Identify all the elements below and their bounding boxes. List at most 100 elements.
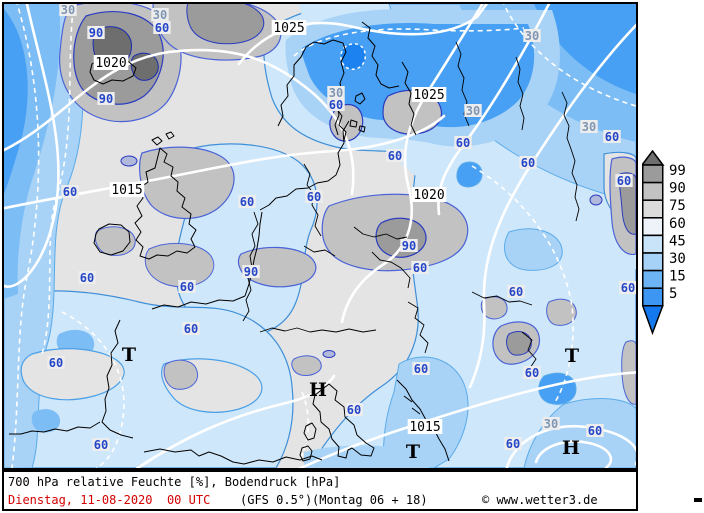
humidity-contour-label: 60 xyxy=(155,21,169,35)
legend-value: 90 xyxy=(669,181,686,197)
humidity-colorbar-legend: 99 90 75 60 45 30 15 5 xyxy=(642,150,704,340)
map-title: 700 hPa relative Feuchte [%], Bodendruck… xyxy=(8,475,341,489)
humidity-label-box xyxy=(400,239,418,252)
humidity-contour-label: 30 xyxy=(153,8,167,22)
humidity-label-box xyxy=(507,285,525,298)
legend-arrow-bottom xyxy=(642,305,664,336)
legend-value: 30 xyxy=(669,251,686,267)
humidity-contour-label: 60 xyxy=(521,156,535,170)
humidity-contour-label: 60 xyxy=(525,366,539,380)
humidity-contour-label: 60 xyxy=(240,195,254,209)
pressure-label: 1025 xyxy=(413,88,444,103)
humidity-label-box xyxy=(615,174,633,187)
pressure-center-marker: H xyxy=(562,437,580,459)
pressure-label-box xyxy=(109,182,145,197)
humidity-contour-label: 30 xyxy=(544,417,558,431)
pressure-label-box xyxy=(93,55,129,70)
humidity-contour-label: 30 xyxy=(61,4,75,17)
humidity-label-box xyxy=(345,403,363,416)
humidity-contour-label: 30 xyxy=(329,86,343,100)
humidity-contour-label: 90 xyxy=(89,26,103,40)
humidity-label-box xyxy=(78,271,96,284)
map-datetime: Dienstag, 11-08-2020 00 UTC xyxy=(8,493,211,507)
humidity-contour-label: 60 xyxy=(49,356,63,370)
humidity-label-box xyxy=(87,26,105,39)
humidity-label-box xyxy=(412,362,430,375)
legend-value: 5 xyxy=(669,286,677,302)
humidity-contour-label: 90 xyxy=(244,265,258,279)
pressure-label-box xyxy=(411,187,447,202)
pressure-label: 1020 xyxy=(413,188,444,203)
humidity-contour-label: 60 xyxy=(605,130,619,144)
pressure-label: 1020 xyxy=(95,56,126,71)
pressure-label-box xyxy=(407,419,443,434)
humidity-contour-label: 60 xyxy=(621,281,635,295)
humidity-label-box xyxy=(47,356,65,369)
humidity-contour-label: 60 xyxy=(329,98,343,112)
pressure-label: 1015 xyxy=(409,420,440,435)
humidity-contour-label: 90 xyxy=(99,92,113,106)
humidity-label-box xyxy=(580,120,598,133)
humidity-contour-label: 60 xyxy=(617,174,631,188)
legend-color-box xyxy=(642,287,664,307)
legend-value: 15 xyxy=(669,269,686,285)
humidity-contour-label: 60 xyxy=(413,261,427,275)
map-area: 1020 1025 1025 1015 1020 1015 30 90 90 30 60 60 60 60… xyxy=(2,2,638,470)
model-label: (GFS 0.5°) xyxy=(240,493,313,507)
humidity-label-box xyxy=(411,261,429,274)
pressure-center-marker: T xyxy=(122,344,136,366)
pressure-label-box xyxy=(411,87,447,102)
humidity-label-box xyxy=(61,185,79,198)
legend-color-box xyxy=(642,164,664,184)
humidity-label-box xyxy=(327,86,345,99)
humidity-label-box xyxy=(182,322,200,335)
humidity-contour-label: 60 xyxy=(506,437,520,451)
humidity-label-box xyxy=(586,424,604,437)
humidity-label-box xyxy=(97,92,115,105)
humidity-label-box xyxy=(523,29,541,42)
copyright-credit: © www.wetter3.de xyxy=(482,493,598,507)
legend-color-box xyxy=(642,217,664,237)
humidity-label-box xyxy=(59,4,77,16)
pressure-label-box xyxy=(271,20,307,35)
legend-value: 60 xyxy=(669,216,686,232)
screen-artifact xyxy=(694,498,702,502)
humidity-label-box xyxy=(542,417,560,430)
humidity-label-box xyxy=(519,156,537,169)
humidity-contour-label: 30 xyxy=(466,104,480,118)
humidity-contour-label: 60 xyxy=(80,271,94,285)
pressure-label: 1015 xyxy=(111,183,142,198)
legend-value: 99 xyxy=(669,163,686,179)
humidity-contour-label: 60 xyxy=(388,149,402,163)
humidity-label-box xyxy=(454,136,472,149)
humidity-contour-label: 60 xyxy=(456,136,470,150)
humidity-contour-label: 60 xyxy=(347,403,361,417)
humidity-contour-label: 60 xyxy=(63,185,77,199)
humidity-label-box xyxy=(504,437,522,450)
humidity-label-box xyxy=(523,366,541,379)
humidity-contour-label: 60 xyxy=(588,424,602,438)
legend-color-box xyxy=(642,252,664,272)
legend-color-box xyxy=(642,269,664,289)
legend-color-box xyxy=(642,181,664,201)
humidity-contour-label: 60 xyxy=(180,280,194,294)
humidity-contour-label: 60 xyxy=(94,438,108,452)
humidity-label-box xyxy=(151,8,169,21)
pressure-center-marker: H xyxy=(309,379,327,401)
pressure-center-marker: T xyxy=(406,441,420,463)
legend-color-box xyxy=(642,234,664,254)
caption-bar: 700 hPa relative Feuchte [%], Bodendruck… xyxy=(2,470,638,511)
humidity-label-box xyxy=(92,438,110,451)
humidity-label-box xyxy=(153,21,171,34)
humidity-label-box xyxy=(464,104,482,117)
humidity-contour-label: 30 xyxy=(525,29,539,43)
humidity-contour-label: 60 xyxy=(307,190,321,204)
legend-value: 75 xyxy=(669,198,686,214)
humidity-label-box xyxy=(242,265,260,278)
humidity-contour-label: 60 xyxy=(184,322,198,336)
humidity-label-box xyxy=(238,195,256,208)
humidity-label-box xyxy=(305,190,323,203)
